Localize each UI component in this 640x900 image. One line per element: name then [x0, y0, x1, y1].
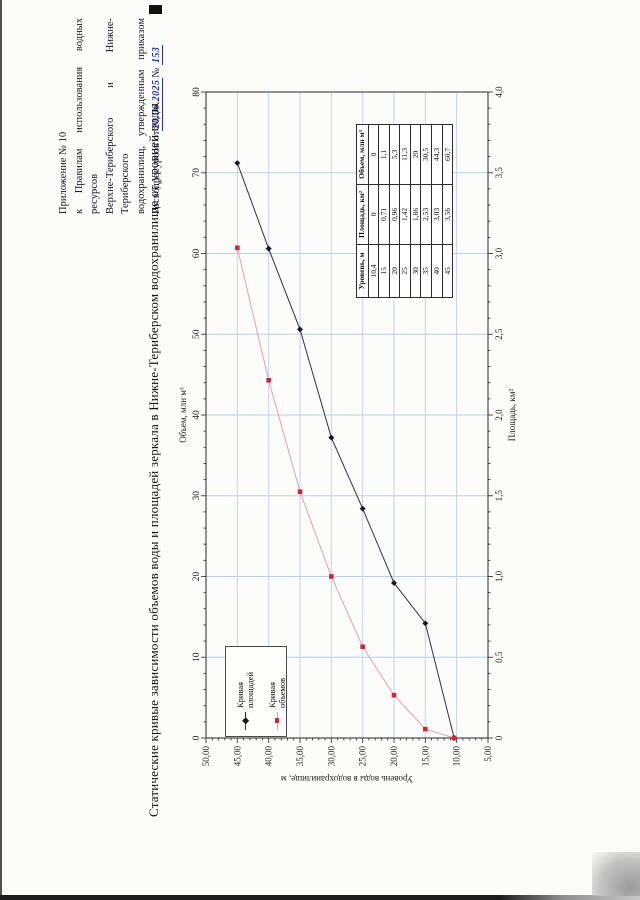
series-marker-0	[359, 505, 366, 512]
tick-label-volume: 70	[192, 168, 202, 178]
table-row: 30 1,86 20	[410, 124, 421, 298]
legend-marker-volumes	[273, 712, 282, 730]
table-cell: 35	[420, 244, 432, 298]
series-marker-1	[266, 377, 271, 383]
table-cell: 2,53	[420, 184, 432, 245]
table-row: 25 1,42 11,3	[399, 124, 411, 298]
tick-label-level: 30,00	[326, 746, 336, 767]
table-cell: 20	[389, 244, 400, 298]
table-cell: 25	[399, 244, 411, 298]
series-marker-0	[328, 434, 335, 441]
tick-label-level: 40,00	[264, 746, 274, 767]
top-axis-title: Объем, млн м³	[178, 387, 188, 443]
table-cell: 30,5	[420, 124, 432, 185]
tick-label-level: 50,00	[201, 746, 211, 767]
table-cell: 3,56	[442, 184, 453, 245]
tick-label-area: 2,5	[494, 328, 504, 340]
table-cell: 0	[368, 184, 379, 245]
legend-marker-areas	[241, 712, 250, 730]
legend-label: Кривая объемов	[267, 677, 287, 708]
table-cell: 0,96	[389, 184, 400, 245]
series-line-0	[236, 162, 455, 739]
series-marker-1	[329, 574, 334, 579]
tick-label-level: 45,00	[232, 746, 242, 767]
table-row: 35 2,53 30,5	[420, 124, 432, 298]
series-line-1	[236, 247, 455, 739]
table-cell: 1,1	[378, 124, 390, 185]
table-cell: 0	[368, 124, 379, 185]
tick-label-area: 1,0	[494, 570, 504, 582]
tick-label-level: 5,00	[483, 746, 493, 762]
tick-label-volume: 0	[192, 735, 202, 740]
table-cell: 44,3	[431, 124, 443, 185]
series-marker-1	[235, 245, 240, 251]
tick-label-volume: 20	[192, 572, 202, 582]
table-row: 40 3,03 44,3	[431, 124, 443, 298]
chart-legend: Кривая площадей Кривая объемов	[225, 646, 287, 737]
series-marker-1	[451, 735, 457, 741]
series-marker-0	[422, 620, 429, 627]
tick-label-volume: 40	[192, 410, 202, 420]
table-cell: 40	[431, 244, 443, 298]
left-axis-title: Уровень воды в водохранилище, м	[281, 774, 413, 784]
series-marker-0	[297, 326, 303, 333]
tick-label-area: 2,0	[494, 409, 504, 421]
tick-label-volume: 30	[192, 491, 202, 501]
table-header-cell: Уровень, м	[356, 244, 368, 298]
tick-label-volume: 10	[192, 652, 202, 662]
tick-label-area: 3,5	[494, 167, 504, 179]
tick-label-volume: 80	[192, 87, 202, 97]
tick-label-level: 20,00	[389, 746, 399, 767]
tick-label-area: 4,0	[494, 86, 504, 98]
series-marker-1	[297, 489, 303, 495]
tick-label-area: 0,5	[494, 651, 504, 663]
table-cell: 15	[378, 244, 390, 298]
table-row: 10,4 0 0	[368, 124, 379, 298]
table-cell: 0,71	[378, 184, 390, 245]
series-marker-0	[234, 160, 241, 167]
table-cell: 1,42	[399, 184, 411, 245]
series-marker-1	[391, 692, 397, 698]
series-marker-0	[391, 579, 397, 586]
data-table: Уровень, м Площадь, км² Объем, млн м³ 10,4…	[356, 124, 454, 298]
table-cell: 30	[410, 244, 421, 298]
tick-label-level: 25,00	[358, 746, 368, 767]
tick-label-area: 0	[494, 735, 504, 740]
table-cell: 20	[410, 124, 421, 185]
table-header-cell: Площадь, км²	[356, 184, 368, 245]
table-cell: 11,3	[399, 124, 411, 185]
tick-label-area: 1,5	[494, 490, 504, 502]
table-header: Уровень, м Площадь, км² Объем, млн м³	[356, 124, 368, 298]
tick-label-volume: 60	[192, 249, 202, 259]
tick-label-level: 35,00	[295, 746, 305, 767]
table-cell: 1,86	[410, 184, 421, 245]
legend-item-volumes: Кривая объемов	[267, 651, 287, 730]
legend-item-areas: Кривая площадей	[235, 651, 255, 730]
series-marker-1	[360, 644, 365, 650]
table-row: 20 0,96 5,3	[389, 124, 400, 298]
table-header-row: Уровень, м Площадь, км² Объем, млн м³	[356, 124, 368, 298]
table-header-cell: Объем, млн м³	[356, 124, 368, 185]
table-cell: 5,3	[389, 124, 400, 185]
bottom-axis-title: Площадь, км²	[507, 389, 517, 442]
tick-label-level: 15,00	[420, 746, 430, 767]
table-cell: 45	[442, 244, 453, 298]
tick-label-level: 10,00	[452, 746, 462, 767]
table-cell: 60,7	[442, 124, 453, 185]
table-row: 15 0,71 1,1	[378, 124, 390, 298]
table-body: 10,4 0 0 15 0,71 1,1 20 0,96 5,3 25 1,42 11,3 30 1,86…	[368, 124, 453, 298]
tick-label-volume: 50	[192, 329, 202, 339]
tick-label-area: 3,0	[494, 247, 504, 259]
table-row: 45 3,56 60,7	[442, 124, 453, 298]
table-cell: 3,03	[431, 184, 443, 245]
table-cell: 10,4	[368, 244, 379, 298]
series-marker-1	[423, 726, 428, 732]
legend-label: Кривая площадей	[235, 671, 255, 708]
series-marker-0	[265, 245, 272, 252]
